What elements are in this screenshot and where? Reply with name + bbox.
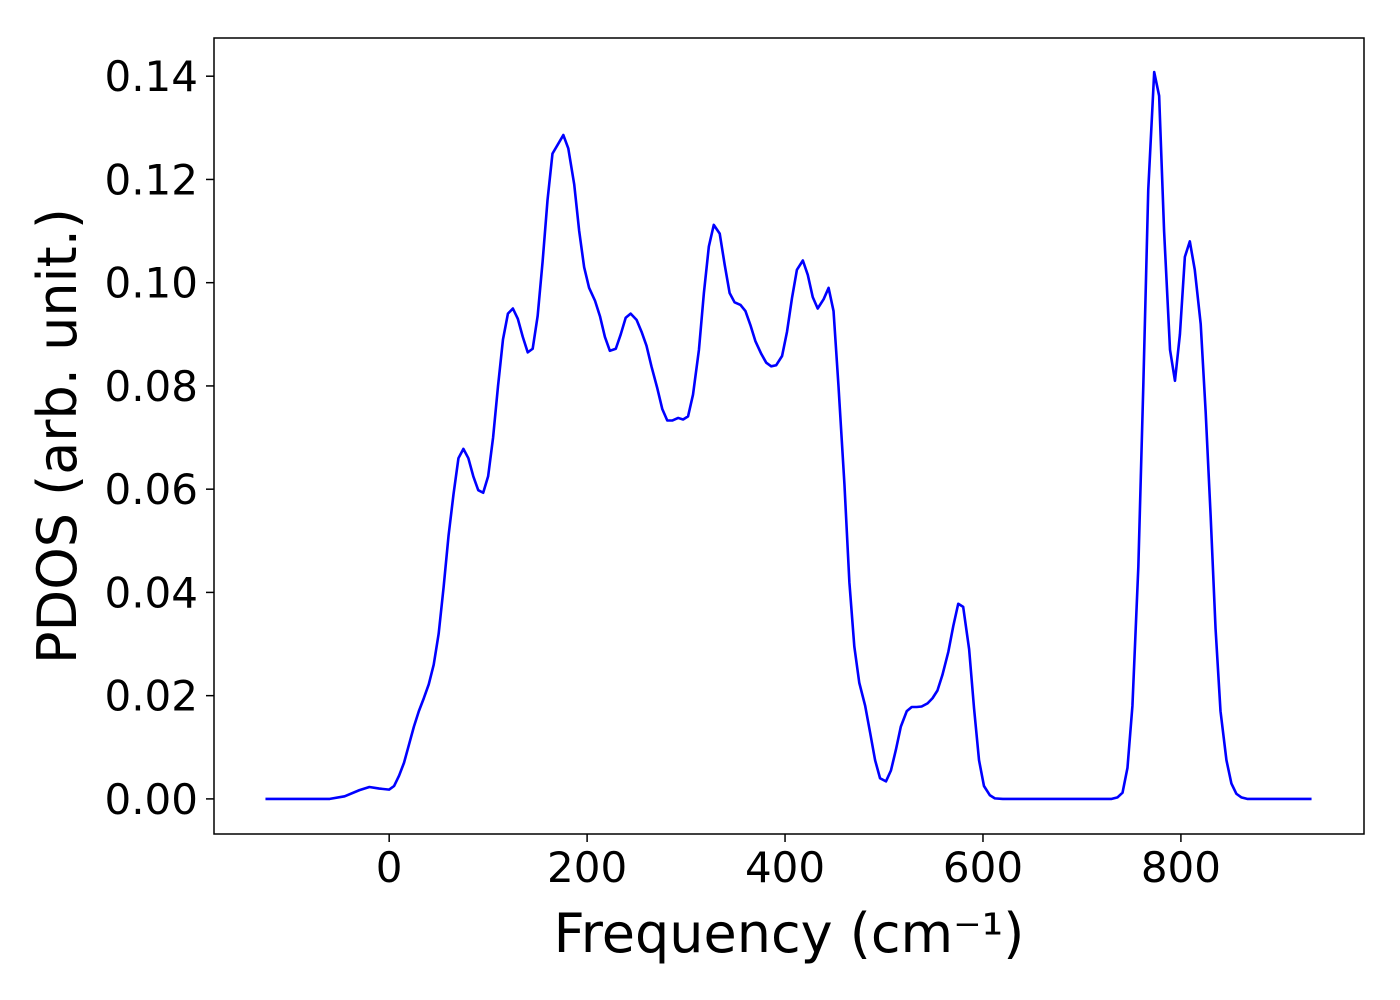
- y-tick-label: 0.08: [104, 362, 198, 411]
- y-axis-label: PDOS (arb. unit.): [26, 208, 89, 664]
- pdos-line: [265, 70, 1312, 801]
- y-tick-label: 0.10: [104, 259, 198, 308]
- y-tick-label: 0.12: [104, 155, 198, 204]
- x-axis-label: Frequency (cm⁻¹): [554, 902, 1025, 965]
- y-tick-label: 0.02: [104, 672, 198, 721]
- x-tick-label: 400: [745, 843, 825, 892]
- x-tick-label: 800: [1141, 843, 1221, 892]
- x-tick-label: 600: [943, 843, 1023, 892]
- x-tick-label: 200: [547, 843, 627, 892]
- plot-frame: [213, 37, 1365, 835]
- y-tick-label: 0.06: [104, 465, 198, 514]
- x-tick-label: 0: [376, 843, 403, 892]
- y-tick-label: 0.14: [104, 52, 198, 101]
- y-tick-label: 0.04: [104, 568, 198, 617]
- y-tick-label: 0.00: [104, 775, 198, 824]
